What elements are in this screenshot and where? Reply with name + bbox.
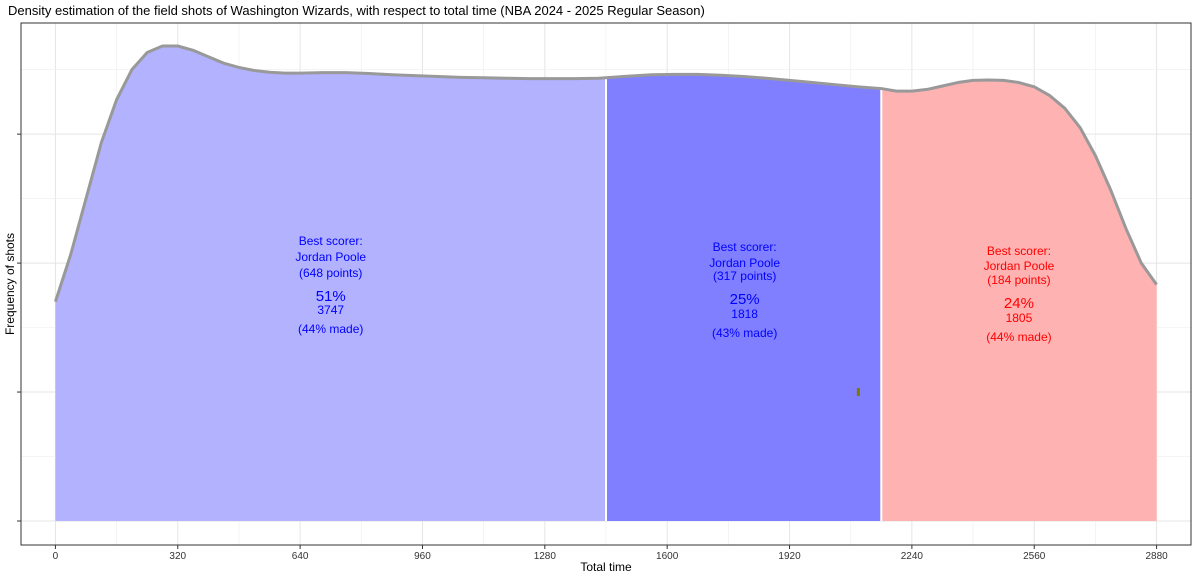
x-tick-label: 2880 [1145, 551, 1168, 562]
segment-annotations: Best scorer:Jordan Poole(648 points)51%3… [295, 234, 1054, 344]
marker-layer [856, 388, 860, 397]
shot-count: 1805 [1006, 311, 1033, 325]
density-areas [55, 46, 1157, 522]
best-scorer-name: Jordan Poole [709, 256, 780, 270]
shot-share-percent: 51% [316, 288, 346, 305]
shot-share-percent: 25% [730, 291, 760, 308]
made-percent: (43% made) [712, 326, 777, 340]
best-scorer-points: (184 points) [987, 273, 1050, 287]
x-tick-label: 640 [292, 551, 309, 562]
density-segment-3 [881, 79, 1157, 522]
density-segment-2 [606, 74, 882, 522]
made-percent: (44% made) [986, 330, 1051, 344]
x-tick-label: 0 [53, 551, 59, 562]
segment-dividers [605, 77, 883, 521]
shot-count: 1818 [731, 307, 758, 321]
density-curve [53, 44, 1158, 303]
best-scorer-name: Jordan Poole [984, 259, 1055, 273]
best-scorer-points: (648 points) [299, 266, 362, 280]
density-outline [53, 44, 1158, 303]
best-scorer-points: (317 points) [713, 269, 776, 283]
best-scorer-label: Best scorer: [987, 244, 1051, 258]
x-tick-label: 2560 [1023, 551, 1046, 562]
x-tick-label: 320 [169, 551, 186, 562]
x-axis-title: Total time [580, 560, 632, 574]
x-tick-label: 1280 [534, 551, 557, 562]
shot-marker [856, 388, 860, 397]
x-tick-label: 1920 [778, 551, 801, 562]
shot-share-percent: 24% [1004, 295, 1034, 312]
x-tick-label: 2240 [901, 551, 924, 562]
density-segment-1 [55, 46, 607, 521]
x-tick-label: 1600 [656, 551, 679, 562]
made-percent: (44% made) [298, 322, 363, 336]
x-tick-label: 960 [414, 551, 431, 562]
best-scorer-label: Best scorer: [713, 240, 777, 254]
chart-title: Density estimation of the field shots of… [8, 3, 705, 18]
axes: 0 320 640 960 1280 1600 1920 2240 2560 2880 [17, 133, 1168, 562]
best-scorer-name: Jordan Poole [295, 250, 366, 264]
best-scorer-label: Best scorer: [299, 234, 363, 248]
shot-count: 3747 [317, 303, 344, 317]
panel-border [20, 22, 1192, 546]
y-axis-title: Frequency of shots [3, 233, 17, 335]
